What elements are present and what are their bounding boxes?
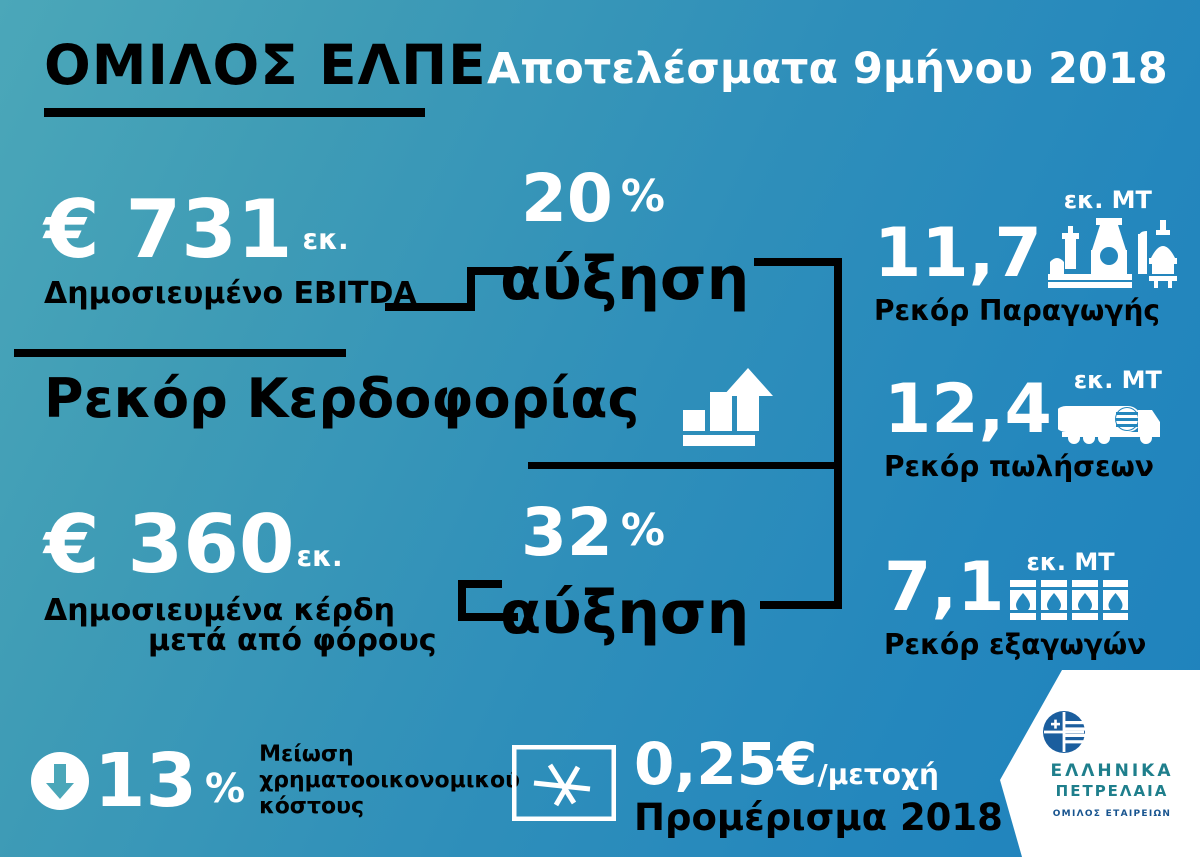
finance-cost-caption-line3: κόστους [259, 793, 364, 819]
logo-line-1: ΕΛΛΗΝΙΚΑ [1050, 761, 1174, 781]
connector-segment [467, 267, 513, 275]
profit-delta-number: 32 [521, 494, 613, 571]
ebitda-number: 731 [125, 183, 293, 276]
bar-chart-arrow-up-icon [683, 368, 775, 446]
arrow-down-circle-icon [30, 751, 90, 811]
euro-symbol: € [44, 183, 100, 276]
net-profit-caption-line2: μετά από φόρους [148, 623, 437, 658]
profitability-banner-label: Ρεκόρ Κερδοφορίας [44, 367, 640, 430]
percent-sign: % [204, 765, 246, 812]
title-underline [44, 108, 425, 117]
greek-flag-circle-icon [1042, 710, 1182, 754]
exports-unit: εκ. ΜΤ [1026, 548, 1115, 576]
finance-cost-value: 13 [94, 737, 197, 824]
finance-cost-caption-line1: Μείωση [259, 742, 354, 767]
dividend-block: 0,25€/μετοχή Προμέρισμα 2018 [512, 735, 1003, 836]
production-caption: Ρεκόρ Παραγωγής [874, 294, 1160, 327]
exports-caption: Ρεκόρ εξαγωγών [884, 628, 1147, 661]
net-profit-caption-line1: Δημοσιευμένα κέρδη [44, 593, 395, 628]
connector-segment [467, 267, 475, 311]
dividend-currency: € [777, 730, 818, 798]
net-profit-unit: εκ. [296, 540, 343, 573]
profitability-banner: Ρεκόρ Κερδοφορίας [44, 372, 639, 426]
record-sales: 12,4 εκ. ΜΤ [884, 366, 1164, 483]
production-unit: εκ. ΜΤ [1063, 186, 1152, 214]
sales-unit: εκ. ΜΤ [1073, 366, 1162, 394]
sales-caption: Ρεκόρ πωλήσεων [884, 450, 1154, 483]
banner-rule-top [14, 349, 346, 357]
percent-sign: % [620, 171, 665, 222]
dividend-amount: 0,25 [634, 730, 778, 798]
logo-line-3: ΟΜΙΛΟΣ ΕΤΑΙΡΕΙΩΝ [1052, 808, 1172, 819]
ebitda-unit: εκ. [302, 223, 349, 256]
euro-symbol: € [44, 498, 100, 591]
stock-chart-icon [512, 745, 616, 821]
banner-rule-bottom [528, 462, 838, 469]
connector-segment [754, 258, 842, 266]
oil-barrels-icon [1010, 578, 1129, 622]
percent-sign: % [620, 505, 665, 556]
page-subtitle: Αποτελέσματα 9μήνου 2018 [487, 44, 1168, 94]
profit-delta-value: 32% [521, 500, 665, 566]
connector-spine [834, 258, 842, 609]
dividend-per-share: /μετοχή [817, 758, 939, 791]
connector-segment [458, 580, 466, 620]
page-title: ΟΜΙΛΟΣ ΕΛΠΕ [44, 33, 487, 97]
connector-segment [458, 613, 518, 621]
dividend-caption: Προμέρισμα 2018 [634, 796, 1003, 839]
production-value: 11,7 [874, 214, 1042, 293]
finance-cost-caption: Μείωση χρηματοοικονομικού κόστους [259, 742, 520, 820]
ebitda-delta-number: 20 [521, 160, 613, 237]
ebitda-delta-word: αύξηση [500, 244, 750, 314]
record-production: 11,7 εκ. ΜΤ [874, 186, 1180, 327]
connector-segment [458, 580, 502, 588]
refinery-icon [1047, 216, 1180, 288]
company-logo: ΕΛΛΗΝΙΚΑ ΠΕΤΡΕΛΑΙΑ ΟΜΙΛΟΣ ΕΤΑΙΡΕΙΩΝ [1042, 710, 1182, 819]
finance-cost-block: 13 % Μείωση χρηματοοικονομικού κόστους [30, 742, 520, 820]
profit-delta-word: αύξηση [500, 578, 750, 648]
sales-value: 12,4 [884, 370, 1052, 449]
logo-line-2: ΠΕΤΡΕΛΑΙΑ [1055, 781, 1169, 800]
record-exports: 7,1 εκ. ΜΤ [884, 548, 1146, 661]
connector-segment [760, 601, 842, 609]
connector-segment [385, 303, 475, 311]
ebitda-value: € 731 εκ. [44, 190, 349, 270]
exports-value: 7,1 [884, 548, 1005, 627]
net-profit-value: € 360εκ. [44, 505, 343, 585]
finance-cost-caption-line2: χρηματοοικονομικού [259, 767, 521, 793]
ebitda-caption: Δημοσιευμένο EBITDA [44, 276, 417, 311]
ebitda-delta-value: 20% [521, 166, 665, 232]
net-profit-number: 360 [127, 498, 295, 591]
tanker-truck-icon [1057, 396, 1164, 444]
